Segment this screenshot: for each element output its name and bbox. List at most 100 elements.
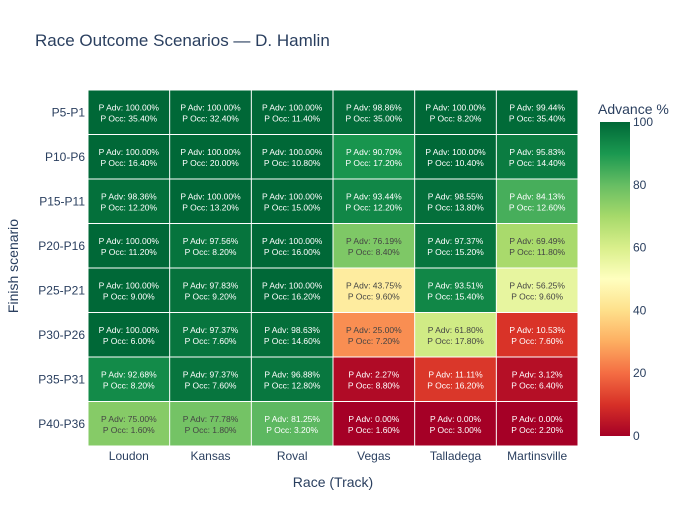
cell-label-occ: P Occ: 35.40% xyxy=(101,113,158,123)
cell-label-adv: P Adv: 81.25% xyxy=(264,414,320,424)
cell-label-adv: P Adv: 0.00% xyxy=(512,414,563,424)
cell-label-occ: P Occ: 8.40% xyxy=(348,247,400,257)
heatmap-cell-P20-P16-Roval xyxy=(251,224,333,268)
colorbar-tick-label: 40 xyxy=(633,303,647,317)
cell-label-occ: P Occ: 9.00% xyxy=(103,291,155,301)
cell-label-occ: P Occ: 12.20% xyxy=(101,202,158,212)
cell-label-adv: P Adv: 93.44% xyxy=(346,191,402,201)
heatmap-cell-P40-P36-Martinsville xyxy=(496,402,578,446)
y-tick-label: P25-P21 xyxy=(38,283,85,297)
cell-label-occ: P Occ: 2.20% xyxy=(511,425,563,435)
heatmap-cell-P40-P36-Loudon xyxy=(88,402,170,446)
heatmap-cell-P15-P11-Kansas xyxy=(170,179,251,223)
x-tick-label: Talladega xyxy=(430,449,482,463)
heatmap-cells xyxy=(88,90,578,446)
heatmap-cell-P5-P1-Kansas xyxy=(170,90,251,134)
cell-label-adv: P Adv: 100.00% xyxy=(99,102,160,112)
colorbar-title: Advance % xyxy=(598,101,669,117)
y-tick-label: P15-P11 xyxy=(39,194,85,208)
cell-label-adv: P Adv: 76.19% xyxy=(346,236,402,246)
heatmap-cell-P15-P11-Loudon xyxy=(88,179,170,223)
heatmap-cell-P10-P6-Talladega xyxy=(415,135,496,179)
y-tick-label: P10-P6 xyxy=(45,150,85,164)
heatmap-cell-P5-P1-Roval xyxy=(251,90,333,134)
colorbar-ticks: 0 20 40 60 80 100 xyxy=(633,115,653,443)
heatmap-cell-P20-P16-Martinsville xyxy=(496,224,578,268)
cell-label-adv: P Adv: 100.00% xyxy=(180,191,241,201)
heatmap-cell-labels: P Adv: 100.00%P Occ: 35.40%P Adv: 100.00… xyxy=(99,102,566,435)
cell-label-occ: P Occ: 8.20% xyxy=(103,380,155,390)
heatmap-cell-P5-P1-Talladega xyxy=(415,90,496,134)
heatmap-cell-P40-P36-Vegas xyxy=(333,402,415,446)
cell-label-adv: P Adv: 95.83% xyxy=(509,147,565,157)
cell-label-adv: P Adv: 100.00% xyxy=(262,102,323,112)
x-tick-label: Loudon xyxy=(109,449,149,463)
cell-label-adv: P Adv: 96.88% xyxy=(264,369,320,379)
heatmap-cell-P20-P16-Vegas xyxy=(333,224,415,268)
cell-label-adv: P Adv: 100.00% xyxy=(425,102,486,112)
heatmap-cell-P30-P26-Talladega xyxy=(415,313,496,357)
cell-label-occ: P Occ: 13.20% xyxy=(182,202,239,212)
heatmap-cell-P10-P6-Martinsville xyxy=(496,135,578,179)
cell-label-occ: P Occ: 9.60% xyxy=(348,291,400,301)
cell-label-occ: P Occ: 7.60% xyxy=(185,380,237,390)
colorbar-tick-label: 100 xyxy=(633,115,653,129)
heatmap-cell-P35-P31-Kansas xyxy=(170,357,251,401)
cell-label-adv: P Adv: 2.27% xyxy=(348,369,399,379)
cell-label-occ: P Occ: 6.40% xyxy=(511,380,563,390)
cell-label-occ: P Occ: 17.80% xyxy=(427,336,484,346)
cell-label-adv: P Adv: 100.00% xyxy=(180,147,241,157)
cell-label-occ: P Occ: 11.80% xyxy=(509,247,565,257)
cell-label-occ: P Occ: 15.00% xyxy=(264,202,321,212)
cell-label-adv: P Adv: 100.00% xyxy=(262,280,323,290)
heatmap-cell-P30-P26-Kansas xyxy=(170,313,251,357)
cell-label-adv: P Adv: 97.56% xyxy=(183,236,239,246)
cell-label-adv: P Adv: 100.00% xyxy=(99,325,160,335)
cell-label-occ: P Occ: 7.20% xyxy=(348,336,400,346)
cell-label-occ: P Occ: 14.40% xyxy=(509,158,566,168)
cell-label-occ: P Occ: 1.60% xyxy=(103,425,155,435)
heatmap-cell-P30-P26-Vegas xyxy=(333,313,415,357)
cell-label-occ: P Occ: 1.80% xyxy=(185,425,237,435)
cell-label-occ: P Occ: 11.40% xyxy=(264,113,320,123)
cell-label-occ: P Occ: 12.80% xyxy=(264,380,321,390)
heatmap-cell-P40-P36-Kansas xyxy=(170,402,251,446)
cell-label-adv: P Adv: 100.00% xyxy=(262,236,323,246)
heatmap-cell-P25-P21-Talladega xyxy=(415,268,496,312)
cell-label-adv: P Adv: 75.00% xyxy=(101,414,157,424)
cell-label-adv: P Adv: 97.37% xyxy=(183,369,239,379)
heatmap-cell-P35-P31-Talladega xyxy=(415,357,496,401)
cell-label-adv: P Adv: 25.00% xyxy=(346,325,402,335)
cell-label-adv: P Adv: 3.12% xyxy=(512,369,563,379)
cell-label-occ: P Occ: 12.20% xyxy=(346,202,403,212)
cell-label-adv: P Adv: 93.51% xyxy=(428,280,484,290)
cell-label-adv: P Adv: 100.00% xyxy=(99,280,160,290)
cell-label-adv: P Adv: 84.13% xyxy=(509,191,565,201)
cell-label-adv: P Adv: 100.00% xyxy=(180,102,241,112)
cell-label-adv: P Adv: 11.11% xyxy=(428,369,483,379)
y-tick-label: P35-P31 xyxy=(38,372,85,386)
cell-label-adv: P Adv: 92.68% xyxy=(101,369,157,379)
heatmap-cell-P10-P6-Kansas xyxy=(170,135,251,179)
cell-label-adv: P Adv: 98.86% xyxy=(346,102,402,112)
heatmap-cell-P25-P21-Loudon xyxy=(88,268,170,312)
cell-label-occ: P Occ: 32.40% xyxy=(182,113,239,123)
heatmap-cell-P40-P36-Talladega xyxy=(415,402,496,446)
heatmap-cell-P20-P16-Loudon xyxy=(88,224,170,268)
cell-label-adv: P Adv: 97.83% xyxy=(183,280,239,290)
cell-label-occ: P Occ: 8.20% xyxy=(430,113,482,123)
chart-title: Race Outcome Scenarios — D. Hamlin xyxy=(35,31,330,50)
cell-label-adv: P Adv: 100.00% xyxy=(99,236,160,246)
heatmap-cell-P30-P26-Loudon xyxy=(88,313,170,357)
cell-label-occ: P Occ: 10.80% xyxy=(264,158,321,168)
cell-label-adv: P Adv: 97.37% xyxy=(183,325,239,335)
heatmap-cell-P10-P6-Vegas xyxy=(333,135,415,179)
cell-label-adv: P Adv: 100.00% xyxy=(99,147,160,157)
cell-label-occ: P Occ: 7.60% xyxy=(185,336,237,346)
cell-label-occ: P Occ: 8.80% xyxy=(348,380,400,390)
heatmap-cell-P40-P36-Roval xyxy=(251,402,333,446)
heatmap-cell-P25-P21-Roval xyxy=(251,268,333,312)
x-axis-ticks: Loudon Kansas Roval Vegas Talladega Martinsvi… xyxy=(109,449,568,463)
cell-label-occ: P Occ: 12.60% xyxy=(509,202,566,212)
cell-label-adv: P Adv: 97.37% xyxy=(428,236,484,246)
